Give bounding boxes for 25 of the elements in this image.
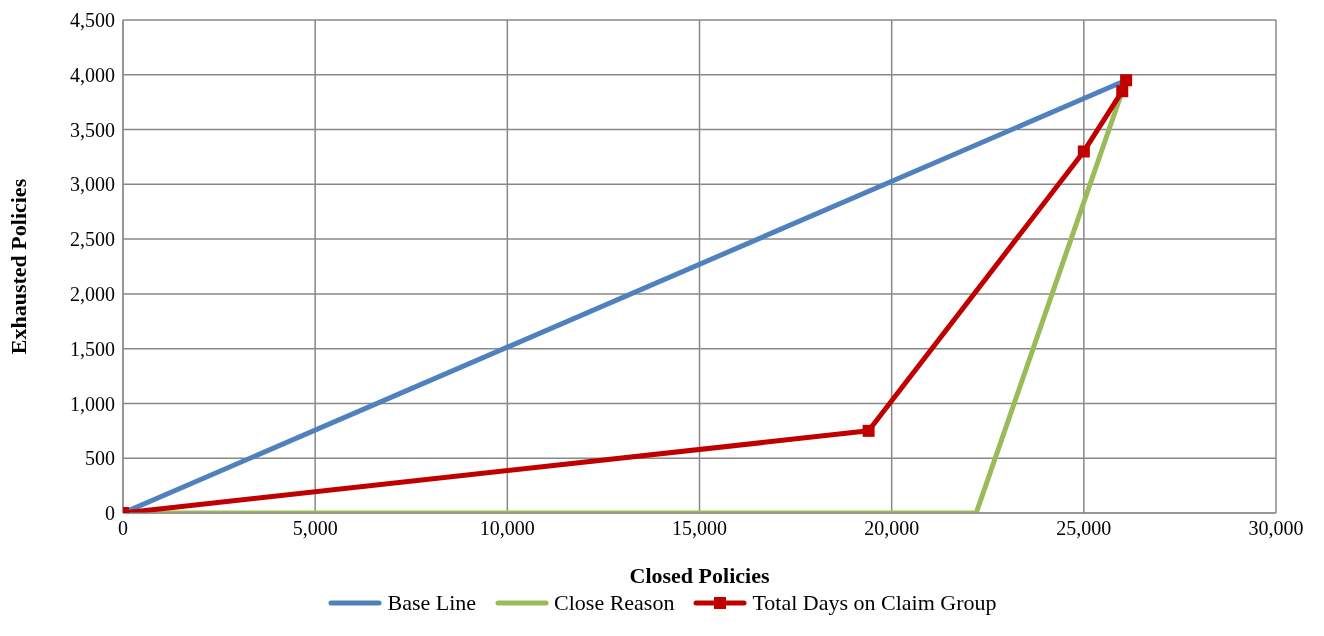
point <box>862 424 875 437</box>
y-tick-label: 3,000 <box>70 173 115 196</box>
y-axis-title: Exhausted Policies <box>5 178 31 355</box>
legend-label: Close Reason <box>553 590 675 616</box>
x-tick-label: 30,000 <box>1248 517 1304 540</box>
x-tick-label: 15,000 <box>672 517 727 540</box>
legend-label: Total Days on Claim Group <box>751 590 997 616</box>
x-tick-label: 20,000 <box>864 517 920 540</box>
y-tick-label: 3,500 <box>70 118 115 141</box>
y-tick-label: 4,500 <box>70 9 115 32</box>
x-tick-label: 10,000 <box>479 517 535 540</box>
y-tick-label: 2,000 <box>70 282 115 305</box>
y-tick-label: 1,000 <box>70 392 115 415</box>
point <box>1116 85 1129 98</box>
y-tick-label: 2,500 <box>70 228 115 251</box>
legend-label: Base Line <box>386 590 477 616</box>
y-tick-label: 4,000 <box>70 63 115 86</box>
x-tick-label: 25,000 <box>1056 517 1112 540</box>
y-tick-label: 0 <box>105 502 115 525</box>
x-axis-title: Closed Policies <box>629 563 770 588</box>
point <box>1077 145 1090 158</box>
x-tick-label: 5,000 <box>292 517 338 540</box>
point <box>1120 74 1133 87</box>
y-tick-label: 500 <box>85 447 115 470</box>
y-tick-label: 1,500 <box>70 337 115 360</box>
